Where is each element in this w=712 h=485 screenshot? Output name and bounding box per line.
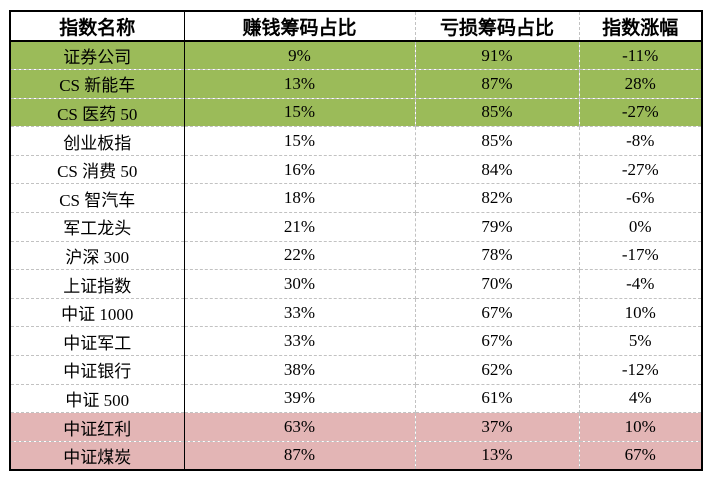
cell-change: -4% bbox=[579, 269, 702, 299]
table-row: CS 消费 50 16% 84% -27% bbox=[10, 155, 702, 185]
table-row: CS 医药 50 15% 85% -27% bbox=[10, 98, 702, 128]
cell-name: 中证 1000 bbox=[10, 298, 185, 328]
cell-loss: 67% bbox=[415, 326, 580, 357]
cell-profit: 15% bbox=[184, 98, 416, 128]
cell-loss: 67% bbox=[415, 298, 580, 328]
cell-profit: 30% bbox=[184, 269, 416, 299]
cell-loss: 82% bbox=[415, 183, 580, 214]
cell-change: 10% bbox=[579, 412, 702, 442]
cell-name: 军工龙头 bbox=[10, 212, 185, 242]
cell-change: 4% bbox=[579, 384, 702, 414]
cell-loss: 78% bbox=[415, 241, 580, 271]
table-row: 中证 500 39% 61% 4% bbox=[10, 384, 702, 414]
table-row: 上证指数 30% 70% -4% bbox=[10, 269, 702, 299]
header-index-change: 指数涨幅 bbox=[579, 11, 702, 42]
cell-change: -11% bbox=[579, 41, 702, 71]
cell-change: -6% bbox=[579, 183, 702, 214]
cell-name: 创业板指 bbox=[10, 126, 185, 156]
cell-name: 中证军工 bbox=[10, 326, 185, 357]
cell-loss: 61% bbox=[415, 384, 580, 414]
cell-name: CS 医药 50 bbox=[10, 98, 185, 128]
cell-profit: 21% bbox=[184, 212, 416, 242]
cell-name: CS 新能车 bbox=[10, 69, 185, 99]
table-row: 沪深 300 22% 78% -17% bbox=[10, 241, 702, 271]
cell-profit: 33% bbox=[184, 298, 416, 328]
header-profit-chip-ratio: 赚钱筹码占比 bbox=[184, 11, 416, 42]
index-chip-ratio-table-container: 指数名称 赚钱筹码占比 亏损筹码占比 指数涨幅 证券公司 9% 91% -11% CS … bbox=[9, 10, 703, 471]
cell-profit: 13% bbox=[184, 69, 416, 99]
cell-change: 0% bbox=[579, 212, 702, 242]
table-row: 创业板指 15% 85% -8% bbox=[10, 126, 702, 156]
cell-loss: 13% bbox=[415, 441, 580, 470]
table-row: CS 智汽车 18% 82% -6% bbox=[10, 183, 702, 214]
cell-name: 中证煤炭 bbox=[10, 441, 185, 470]
cell-loss: 91% bbox=[415, 41, 580, 71]
cell-name: CS 智汽车 bbox=[10, 183, 185, 214]
cell-change: -27% bbox=[579, 155, 702, 185]
table-row: 证券公司 9% 91% -11% bbox=[10, 41, 702, 71]
cell-loss: 85% bbox=[415, 126, 580, 156]
cell-change: -8% bbox=[579, 126, 702, 156]
cell-profit: 87% bbox=[184, 441, 416, 470]
cell-profit: 33% bbox=[184, 326, 416, 357]
cell-name: 证券公司 bbox=[10, 41, 185, 71]
cell-loss: 79% bbox=[415, 212, 580, 242]
cell-change: 28% bbox=[579, 69, 702, 99]
table-row: 中证煤炭 87% 13% 67% bbox=[10, 441, 702, 470]
cell-name: 中证银行 bbox=[10, 355, 185, 385]
cell-change: -17% bbox=[579, 241, 702, 271]
cell-loss: 87% bbox=[415, 69, 580, 99]
table-row: 军工龙头 21% 79% 0% bbox=[10, 212, 702, 242]
cell-profit: 63% bbox=[184, 412, 416, 442]
cell-change: 10% bbox=[579, 298, 702, 328]
cell-loss: 37% bbox=[415, 412, 580, 442]
cell-name: 沪深 300 bbox=[10, 241, 185, 271]
cell-change: 5% bbox=[579, 326, 702, 357]
table-row: 中证军工 33% 67% 5% bbox=[10, 326, 702, 357]
cell-change: 67% bbox=[579, 441, 702, 470]
table-row: CS 新能车 13% 87% 28% bbox=[10, 69, 702, 99]
cell-profit: 38% bbox=[184, 355, 416, 385]
cell-loss: 85% bbox=[415, 98, 580, 128]
cell-name: 中证红利 bbox=[10, 412, 185, 442]
header-loss-chip-ratio: 亏损筹码占比 bbox=[415, 11, 580, 42]
cell-profit: 22% bbox=[184, 241, 416, 271]
cell-profit: 9% bbox=[184, 41, 416, 71]
index-chip-ratio-table: 指数名称 赚钱筹码占比 亏损筹码占比 指数涨幅 证券公司 9% 91% -11% CS … bbox=[9, 10, 703, 471]
cell-profit: 18% bbox=[184, 183, 416, 214]
cell-profit: 39% bbox=[184, 384, 416, 414]
cell-loss: 70% bbox=[415, 269, 580, 299]
table-row: 中证银行 38% 62% -12% bbox=[10, 355, 702, 385]
cell-loss: 62% bbox=[415, 355, 580, 385]
cell-name: CS 消费 50 bbox=[10, 155, 185, 185]
header-row: 指数名称 赚钱筹码占比 亏损筹码占比 指数涨幅 bbox=[10, 11, 702, 42]
cell-loss: 84% bbox=[415, 155, 580, 185]
table-row: 中证 1000 33% 67% 10% bbox=[10, 298, 702, 328]
cell-profit: 15% bbox=[184, 126, 416, 156]
table-body: 证券公司 9% 91% -11% CS 新能车 13% 87% 28% CS 医药 50 15% 8… bbox=[10, 41, 702, 470]
cell-change: -12% bbox=[579, 355, 702, 385]
header-index-name: 指数名称 bbox=[10, 11, 185, 42]
cell-change: -27% bbox=[579, 98, 702, 128]
cell-name: 中证 500 bbox=[10, 384, 185, 414]
cell-profit: 16% bbox=[184, 155, 416, 185]
table-header: 指数名称 赚钱筹码占比 亏损筹码占比 指数涨幅 bbox=[10, 11, 702, 42]
cell-name: 上证指数 bbox=[10, 269, 185, 299]
table-row: 中证红利 63% 37% 10% bbox=[10, 412, 702, 442]
